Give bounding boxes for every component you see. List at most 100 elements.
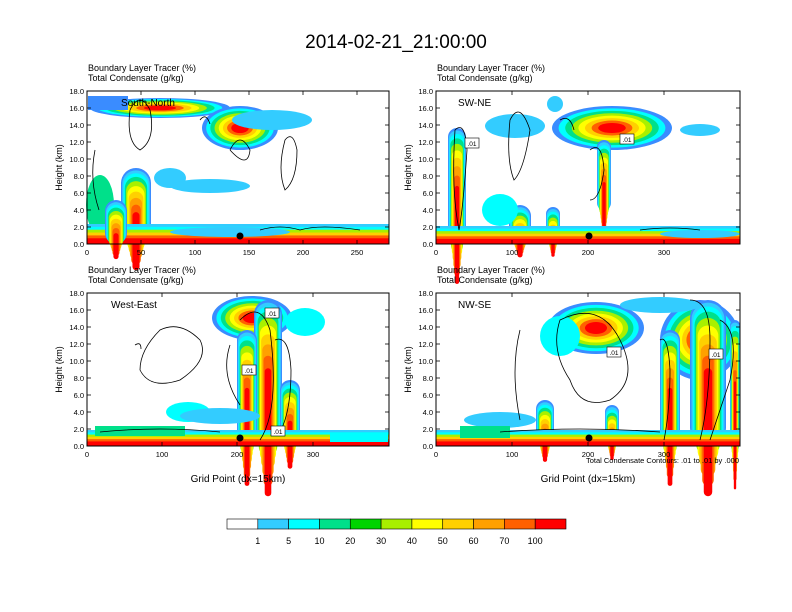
condensate-contour xyxy=(92,149,100,211)
y-tick-label: 14.0 xyxy=(69,121,84,130)
condensate-contour xyxy=(199,116,211,125)
condensate-contour xyxy=(499,428,661,433)
contour-label: .01 xyxy=(622,137,631,144)
condensate-contour xyxy=(139,326,203,384)
y-tick-label: 6.0 xyxy=(423,189,433,198)
shading-cell xyxy=(584,322,608,334)
y-tick-label: 8.0 xyxy=(74,374,84,383)
contour-label: .01 xyxy=(273,429,282,436)
contour-label-box xyxy=(241,364,257,376)
shading-cell xyxy=(660,230,740,238)
shading-cell xyxy=(482,194,518,226)
colorbar-label: 40 xyxy=(407,536,417,546)
y-tick-label: 10.0 xyxy=(69,155,84,164)
colorbar-box xyxy=(442,518,474,530)
x-tick-label: 300 xyxy=(658,450,671,459)
colorbar-label: 50 xyxy=(438,536,448,546)
y-tick-label: 12.0 xyxy=(69,340,84,349)
y-tick-label: 4.0 xyxy=(423,408,433,417)
shading-cell xyxy=(680,124,720,136)
contour-label-box xyxy=(606,346,622,358)
y-tick-label: 0.0 xyxy=(74,240,84,249)
colorbar-label: 70 xyxy=(499,536,509,546)
y-tick-label: 18.0 xyxy=(69,87,84,96)
y-tick-label: 4.0 xyxy=(423,206,433,215)
panel-header-tracer: Boundary Layer Tracer (%) xyxy=(437,265,545,275)
condensate-contour xyxy=(659,338,671,441)
contour-label: .01 xyxy=(711,352,720,359)
y-tick-label: 8.0 xyxy=(74,172,84,181)
shading-cell xyxy=(87,441,389,446)
colorbar-label: 100 xyxy=(528,536,543,546)
panel-header-condensate: Total Condensate (g/kg) xyxy=(88,73,184,83)
x-axis-label: Grid Point (dx=15km) xyxy=(541,474,636,485)
x-tick-label: 100 xyxy=(506,248,519,257)
condensate-contour xyxy=(639,227,701,231)
colorbar-box xyxy=(380,518,413,530)
shading-cell xyxy=(540,316,580,356)
contour-label-box xyxy=(619,133,635,145)
colorbar-label: 30 xyxy=(376,536,386,546)
y-tick-label: 4.0 xyxy=(74,206,84,215)
y-tick-label: 12.0 xyxy=(69,138,84,147)
contour-label-box xyxy=(270,425,286,437)
panel-label: South-North xyxy=(121,98,175,109)
shading-cell xyxy=(232,110,312,130)
colorbar-box xyxy=(349,518,382,530)
shading-cell xyxy=(143,105,177,111)
panel-label: West-East xyxy=(111,300,157,311)
contour-label: .01 xyxy=(609,350,618,357)
y-tick-label: 4.0 xyxy=(74,408,84,417)
condensate-contour xyxy=(274,338,292,431)
shading-cell xyxy=(113,233,119,260)
y-tick-label: 0.0 xyxy=(423,442,433,451)
condensate-contour xyxy=(556,312,629,403)
y-tick-label: 2.0 xyxy=(74,223,84,232)
contour-label-box xyxy=(708,348,724,360)
y-tick-label: 2.0 xyxy=(74,425,84,434)
y-tick-label: 14.0 xyxy=(418,121,433,130)
x-tick-label: 200 xyxy=(231,450,244,459)
colorbar-label: 1 xyxy=(255,536,260,546)
panel-header-tracer: Boundary Layer Tracer (%) xyxy=(437,63,545,73)
panel-frame xyxy=(86,90,390,245)
shading-cell xyxy=(87,238,389,244)
condensate-contour xyxy=(229,139,251,161)
condensate-contour xyxy=(559,117,575,131)
x-tick-label: 100 xyxy=(189,248,202,257)
contour-label-box xyxy=(464,137,480,149)
y-tick-label: 2.0 xyxy=(423,425,433,434)
condensate-contour xyxy=(689,299,711,441)
surface-point-marker xyxy=(585,434,593,442)
colorbar-label: 60 xyxy=(469,536,479,546)
colorbar-box xyxy=(411,518,444,530)
y-tick-label: 18.0 xyxy=(418,289,433,298)
x-tick-label: 0 xyxy=(434,248,438,257)
condensate-contour xyxy=(508,111,531,181)
contour-label-box xyxy=(264,307,280,319)
colorbar-box xyxy=(288,518,320,530)
condensate-contour xyxy=(259,226,361,231)
panel-label: SW-NE xyxy=(458,98,491,109)
panel-header-condensate: Total Condensate (g/kg) xyxy=(437,275,533,285)
panel-header-tracer: Boundary Layer Tracer (%) xyxy=(88,63,196,73)
x-tick-label: 0 xyxy=(434,450,438,459)
shading-cell xyxy=(180,408,260,424)
condensate-contour xyxy=(226,344,241,406)
y-tick-label: 16.0 xyxy=(69,104,84,113)
panel-header-tracer: Boundary Layer Tracer (%) xyxy=(88,265,196,275)
y-tick-label: 0.0 xyxy=(74,442,84,451)
colorbar-box xyxy=(257,518,289,530)
y-tick-label: 6.0 xyxy=(74,189,84,198)
panel-header-condensate: Total Condensate (g/kg) xyxy=(88,275,184,285)
x-tick-label: 50 xyxy=(137,248,145,257)
surface-point-marker xyxy=(236,232,244,240)
colorbar-label: 10 xyxy=(314,536,324,546)
shading-cell xyxy=(485,114,545,138)
y-axis-label: Height (km) xyxy=(54,144,64,191)
shading-cell xyxy=(95,426,185,436)
colorbar-box xyxy=(504,518,536,530)
y-tick-label: 6.0 xyxy=(423,391,433,400)
condensate-contour xyxy=(280,136,298,191)
panel-label: NW-SE xyxy=(458,300,491,311)
